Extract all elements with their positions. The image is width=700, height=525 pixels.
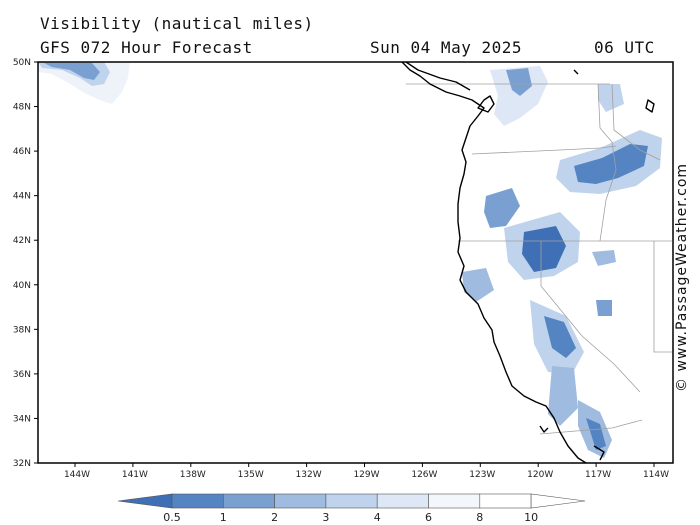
legend-swatch [376,493,429,509]
visibility-legend: 0.5 1 2 3 4 6 8 10 [117,493,586,524]
legend-label: 0.5 [163,511,181,524]
wa-or-border [471,145,617,155]
nv-ut-border [653,241,673,353]
fog-patch-washington-dark [506,68,532,96]
legend-swatch [274,493,327,509]
lon-tick-label: 117W [585,470,611,480]
lat-tick-label: 36N [13,370,31,380]
id-mt-border [611,83,661,161]
puget-sound [477,95,495,113]
lat-tick-label: 40N [13,281,31,291]
legend-swatch [223,493,275,509]
lake-outline [645,99,655,113]
legend-swatch [325,493,378,509]
lat-tick-label: 44N [13,192,31,202]
ocean-background [38,62,673,463]
forecast-date: Sun 04 May 2025 [370,38,522,57]
state-borders [406,83,673,435]
channel-islands [539,425,549,433]
lat-tick-label: 38N [13,325,31,335]
fog-patch-ocean-dark [44,63,100,80]
lon-tick-label: 114W [643,470,669,480]
legend-label: 4 [374,511,381,524]
forecast-label: GFS 072 Hour Forecast [40,38,253,57]
fog-patch-socal-dark [586,418,606,450]
lon-tick-label: 123W [469,470,495,480]
lake-small [573,69,579,75]
lat-tick-label: 34N [13,414,31,424]
us-mexico-border [539,419,643,435]
fog-patch-socal-light [548,366,578,426]
lon-tick-label: 120W [527,470,553,480]
lon-tick-label: 138W [180,470,206,480]
legend-swatch [479,493,532,509]
lon-tick-label: 141W [122,470,148,480]
fog-patch-ncal-dark [522,226,566,272]
map-area [38,62,673,463]
fog-patch-sierra [596,300,612,316]
legend-label: 8 [476,511,483,524]
fog-patch-coast-north [462,268,494,302]
vancouver-island [405,62,471,91]
or-id-border [599,169,617,242]
coastline [401,62,655,463]
legend-label: 1 [220,511,227,524]
fog-patch-ccal-dark [544,316,576,358]
fog-patch-nevada [592,250,616,266]
baja-coast [593,445,605,461]
legend-label: 2 [271,511,278,524]
legend-swatch [171,493,224,509]
latitude-axis: 50N 48N 46N 44N 42N 40N 38N 36N 34N 32N [13,58,38,469]
lon-tick-label: 126W [411,470,437,480]
wa-id-border [597,83,617,171]
legend-label: 6 [425,511,432,524]
credit-text: © www.PassageWeather.com [674,162,690,392]
lat-tick-label: 50N [13,58,31,68]
lon-tick-label: 135W [238,470,264,480]
lat-tick-label: 42N [13,236,31,246]
lon-tick-label: 144W [64,470,90,480]
fog-patch-oregon-dark [574,144,648,184]
lon-tick-label: 132W [296,470,322,480]
fog-patch-oregon-west [484,188,520,228]
forecast-time: 06 UTC [594,38,655,57]
map-frame [37,61,674,464]
lat-tick-label: 46N [13,147,31,157]
coastline-mainland [401,62,587,463]
legend-label: 10 [524,511,538,524]
visibility-shading [38,62,662,458]
longitude-axis: 144W 141W 138W 135W 132W 129W 126W 123W 120W 117W… [64,463,669,480]
legend-arrow-low [117,493,173,509]
chart-title: Visibility (nautical miles) [40,14,314,33]
legend-arrow-high [530,493,586,509]
fog-patch-washington-light [490,66,548,126]
fog-patch-idaho [598,84,624,112]
legend-swatch [428,493,481,509]
ca-nv-border [540,241,641,393]
legend-label: 3 [322,511,329,524]
lat-tick-label: 48N [13,103,31,113]
lat-tick-label: 32N [13,459,31,469]
lon-tick-label: 129W [353,470,379,480]
